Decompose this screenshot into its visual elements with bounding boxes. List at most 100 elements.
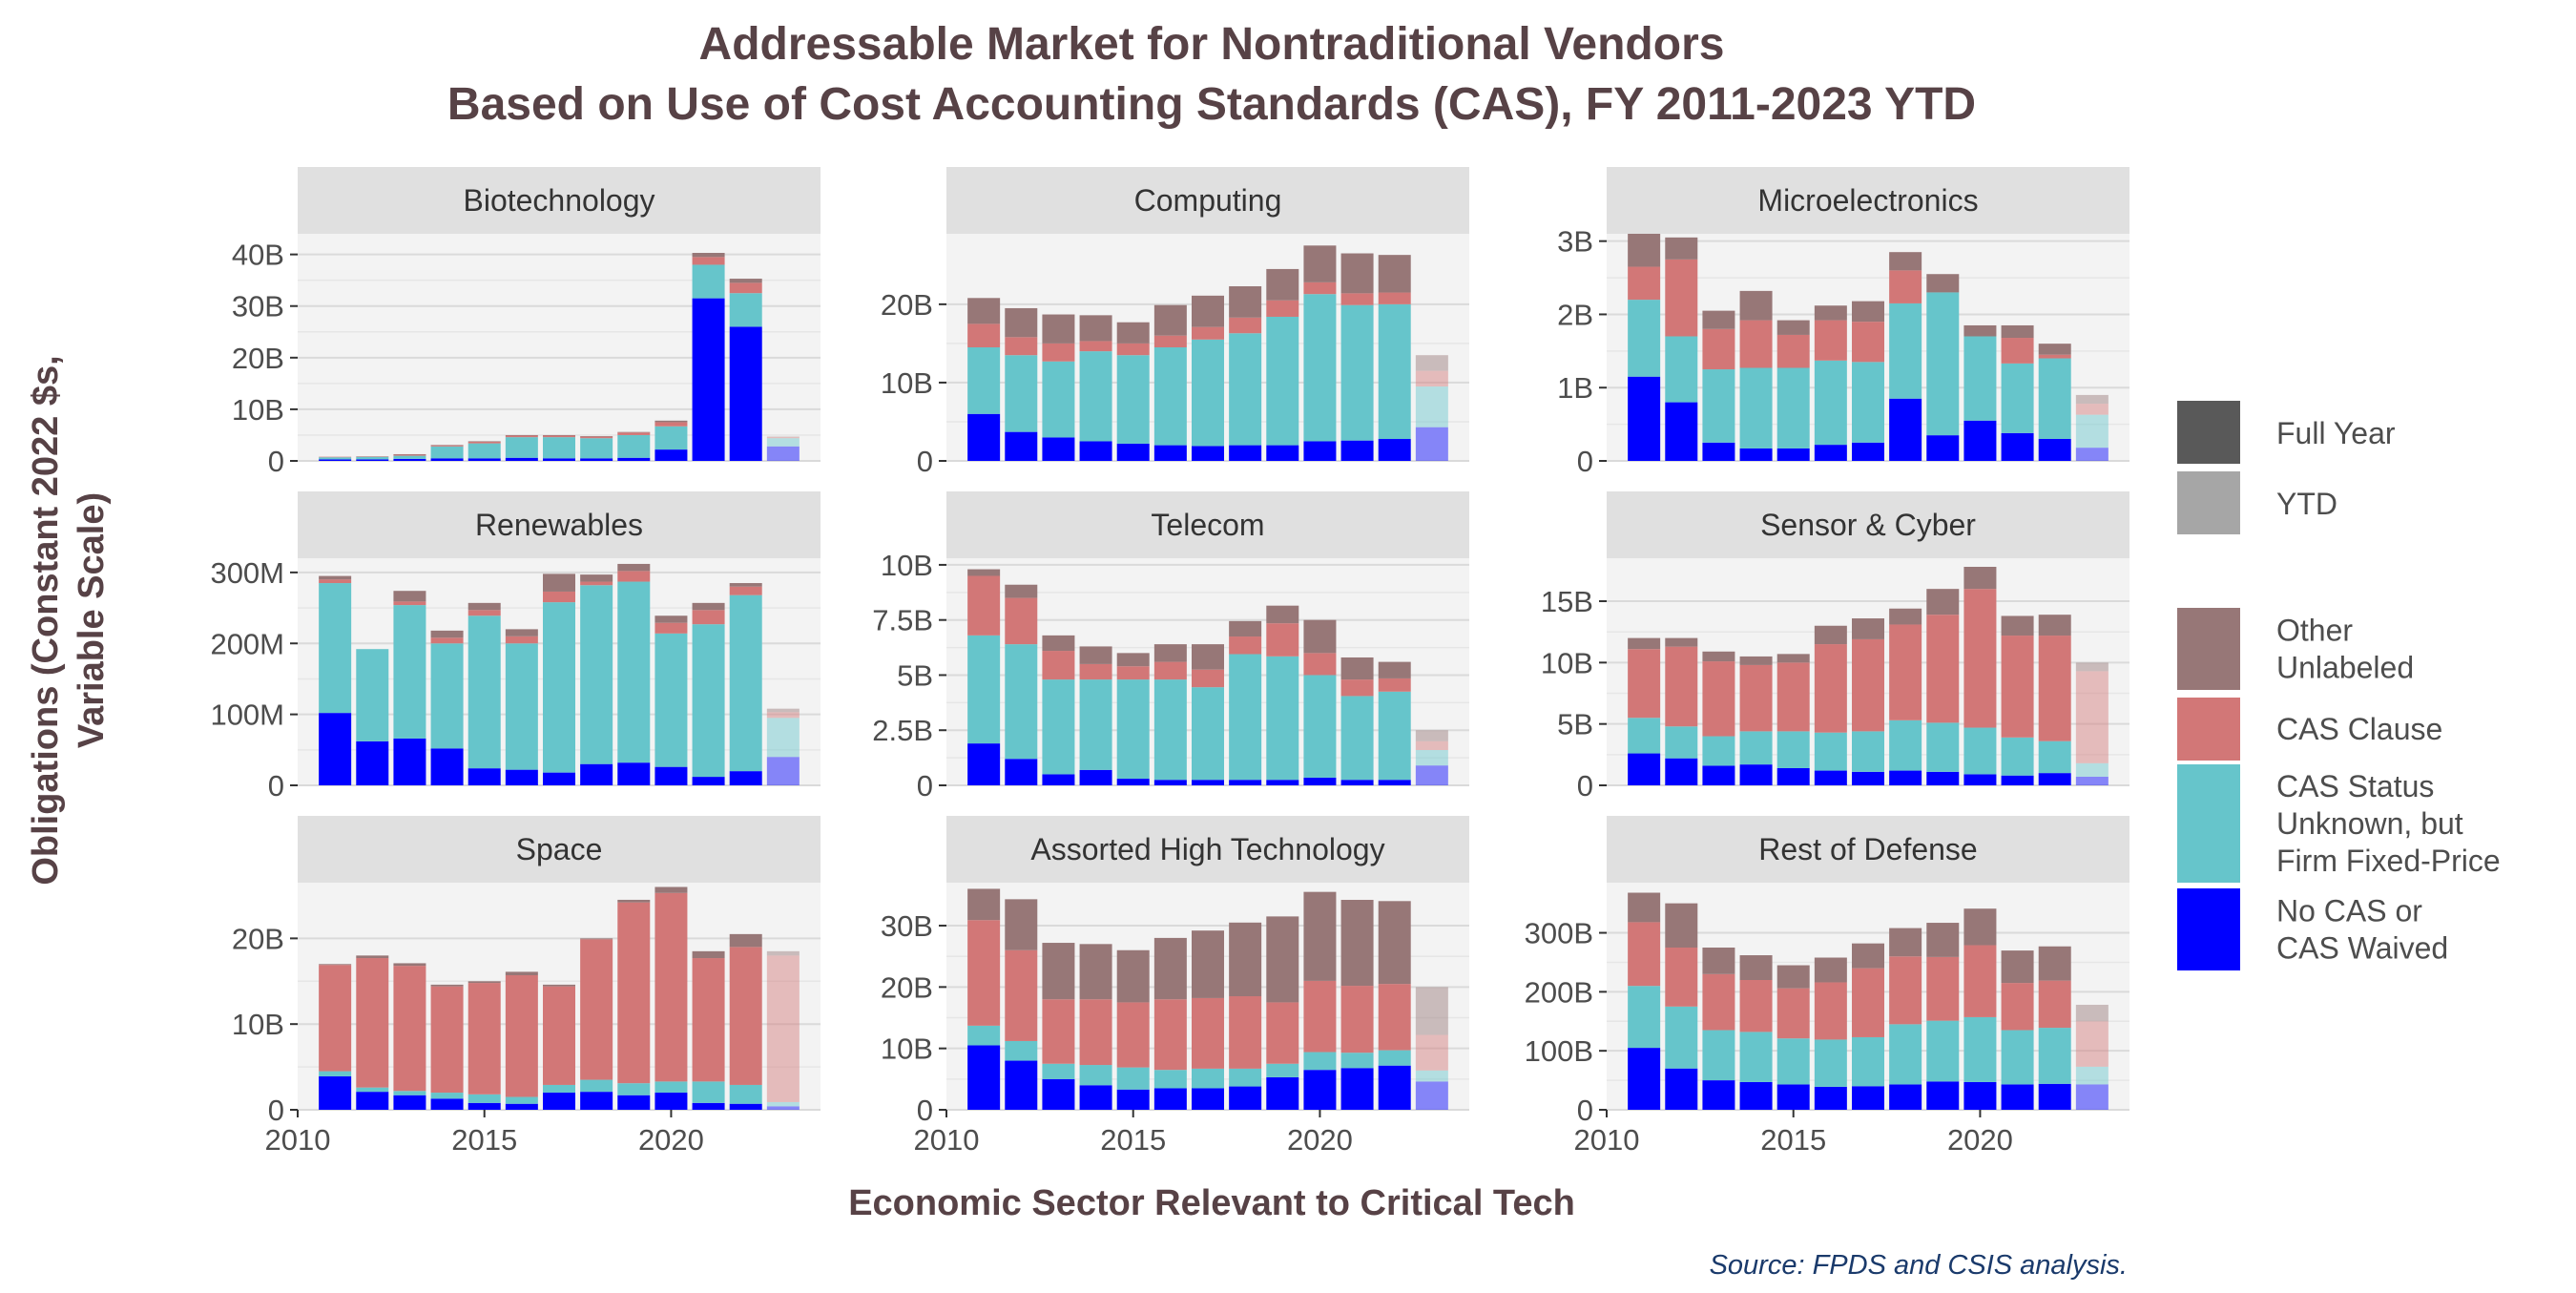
facet-strip xyxy=(1607,816,2129,883)
bar-clause-2022 xyxy=(1378,984,1411,1051)
bar-clause-2012 xyxy=(356,456,389,457)
bar-clause-2019 xyxy=(1266,623,1299,657)
bar-other-2020 xyxy=(1303,619,1337,654)
bar-other-2021 xyxy=(1340,657,1374,680)
bar-other-2014 xyxy=(1079,944,1112,1000)
bar-unknown-2012 xyxy=(1005,644,1038,760)
bar-nocas-2017 xyxy=(1192,780,1224,785)
bar-unknown-2013 xyxy=(1042,679,1075,775)
bar-other-2017 xyxy=(1192,295,1224,327)
bar-clause-2020 xyxy=(654,622,688,634)
bar-nocas-2019 xyxy=(617,1095,651,1110)
bar-nocas-2019 xyxy=(1266,1076,1299,1110)
bar-other-2022 xyxy=(729,933,762,948)
legend-label-unknown: Firm Fixed-Price xyxy=(2276,844,2501,878)
bar-unknown-2011 xyxy=(967,347,1001,414)
bar-clause-2013 xyxy=(1702,328,1735,370)
bar-clause-2020 xyxy=(1963,589,1997,728)
bar-nocas-2023 xyxy=(2075,776,2109,785)
bar-other-2023 xyxy=(766,436,800,438)
bar-unknown-2022 xyxy=(2038,740,2071,774)
bar-unknown-2021 xyxy=(2001,1030,2034,1085)
y-tick-label: 15B xyxy=(1541,585,1593,618)
y-tick-label: 200M xyxy=(210,627,284,660)
bar-clause-2022 xyxy=(2038,980,2071,1029)
bar-other-2014 xyxy=(430,630,464,638)
bar-clause-2015 xyxy=(467,610,501,616)
bar-unknown-2014 xyxy=(1739,1032,1773,1082)
bar-clause-2014 xyxy=(1739,980,1773,1032)
y-tick-label: 10B xyxy=(232,1008,284,1041)
bar-clause-2023 xyxy=(766,955,800,1102)
bar-clause-2011 xyxy=(967,920,1001,1026)
facet-strip-label: Renewables xyxy=(475,508,643,542)
bar-other-2021 xyxy=(2001,324,2034,339)
legend-swatch-alpha xyxy=(2177,471,2240,534)
bar-other-2018 xyxy=(580,938,613,940)
bar-unknown-2020 xyxy=(654,1081,688,1094)
bar-other-2014 xyxy=(430,984,464,987)
bar-unknown-2019 xyxy=(1926,722,1960,772)
bar-nocas-2014 xyxy=(1739,1081,1773,1110)
bar-other-2015 xyxy=(467,981,501,984)
bar-clause-2013 xyxy=(1042,651,1075,680)
bar-other-2020 xyxy=(654,886,688,893)
legend-label-clause: CAS Clause xyxy=(2276,712,2442,746)
bar-unknown-2011 xyxy=(1628,986,1661,1049)
bar-nocas-2022 xyxy=(729,326,762,461)
legend-label-other: Unlabeled xyxy=(2276,651,2414,685)
y-tick-label: 0 xyxy=(917,445,933,478)
legend-swatch-alpha xyxy=(2177,401,2240,464)
bar-nocas-2015 xyxy=(467,1102,501,1110)
bar-other-2022 xyxy=(1378,901,1411,985)
bar-unknown-2022 xyxy=(2038,358,2071,439)
bar-unknown-2018 xyxy=(1229,654,1262,781)
y-tick-label: 20B xyxy=(881,970,933,1004)
bar-nocas-2014 xyxy=(1079,441,1112,461)
bar-clause-2021 xyxy=(2001,338,2034,364)
x-tick-label: 2015 xyxy=(1760,1123,1826,1157)
bar-clause-2023 xyxy=(2075,1021,2109,1067)
bar-unknown-2016 xyxy=(505,1096,538,1104)
bar-unknown-2019 xyxy=(1266,316,1299,446)
bar-other-2011 xyxy=(1628,892,1661,923)
bar-other-2015 xyxy=(1776,965,1810,989)
bar-unknown-2023 xyxy=(766,1101,800,1107)
bar-nocas-2013 xyxy=(1702,765,1735,785)
bar-clause-2014 xyxy=(1739,664,1773,732)
bar-unknown-2016 xyxy=(1153,347,1187,446)
bar-nocas-2023 xyxy=(2075,1084,2109,1110)
bar-clause-2020 xyxy=(1303,282,1337,295)
bar-unknown-2019 xyxy=(1926,1020,1960,1082)
bar-nocas-2022 xyxy=(729,771,762,785)
bar-clause-2014 xyxy=(1079,341,1112,352)
bar-other-2017 xyxy=(543,984,575,987)
bar-nocas-2014 xyxy=(1739,764,1773,785)
bar-clause-2012 xyxy=(1005,597,1038,645)
bar-nocas-2020 xyxy=(654,1093,688,1110)
bar-unknown-2011 xyxy=(967,1025,1001,1046)
bar-clause-2015 xyxy=(1116,1002,1150,1068)
bar-unknown-2014 xyxy=(430,446,464,459)
bar-unknown-2013 xyxy=(1042,361,1075,438)
bar-clause-2017 xyxy=(1192,669,1224,688)
facet-panel-5: Sensor & Cyber 0 5B 10B 15B xyxy=(1541,491,2129,803)
facet-strip-label: Computing xyxy=(1134,183,1282,218)
bar-unknown-2021 xyxy=(692,1081,725,1103)
bar-clause-2013 xyxy=(393,601,426,606)
facet-strip-label: Microelectronics xyxy=(1757,183,1978,218)
bar-nocas-2018 xyxy=(1889,770,1922,785)
bar-other-2012 xyxy=(1665,237,1698,260)
bar-clause-2022 xyxy=(1378,292,1411,304)
bar-clause-2015 xyxy=(1116,343,1150,356)
legend-label-unknown: CAS Status xyxy=(2276,769,2434,803)
bar-clause-2023 xyxy=(1415,370,1448,387)
bar-other-2019 xyxy=(1266,916,1299,1003)
facet-strip xyxy=(946,816,1469,883)
facet-panels: Biotechnology 0 10B 20B 30B 40B Computing 0 10B 2… xyxy=(210,167,2129,1157)
bar-nocas-2023 xyxy=(766,1106,800,1110)
bar-unknown-2018 xyxy=(580,1079,613,1093)
bar-other-2021 xyxy=(1340,900,1374,987)
bar-clause-2015 xyxy=(1776,334,1810,368)
bar-other-2020 xyxy=(1303,245,1337,282)
